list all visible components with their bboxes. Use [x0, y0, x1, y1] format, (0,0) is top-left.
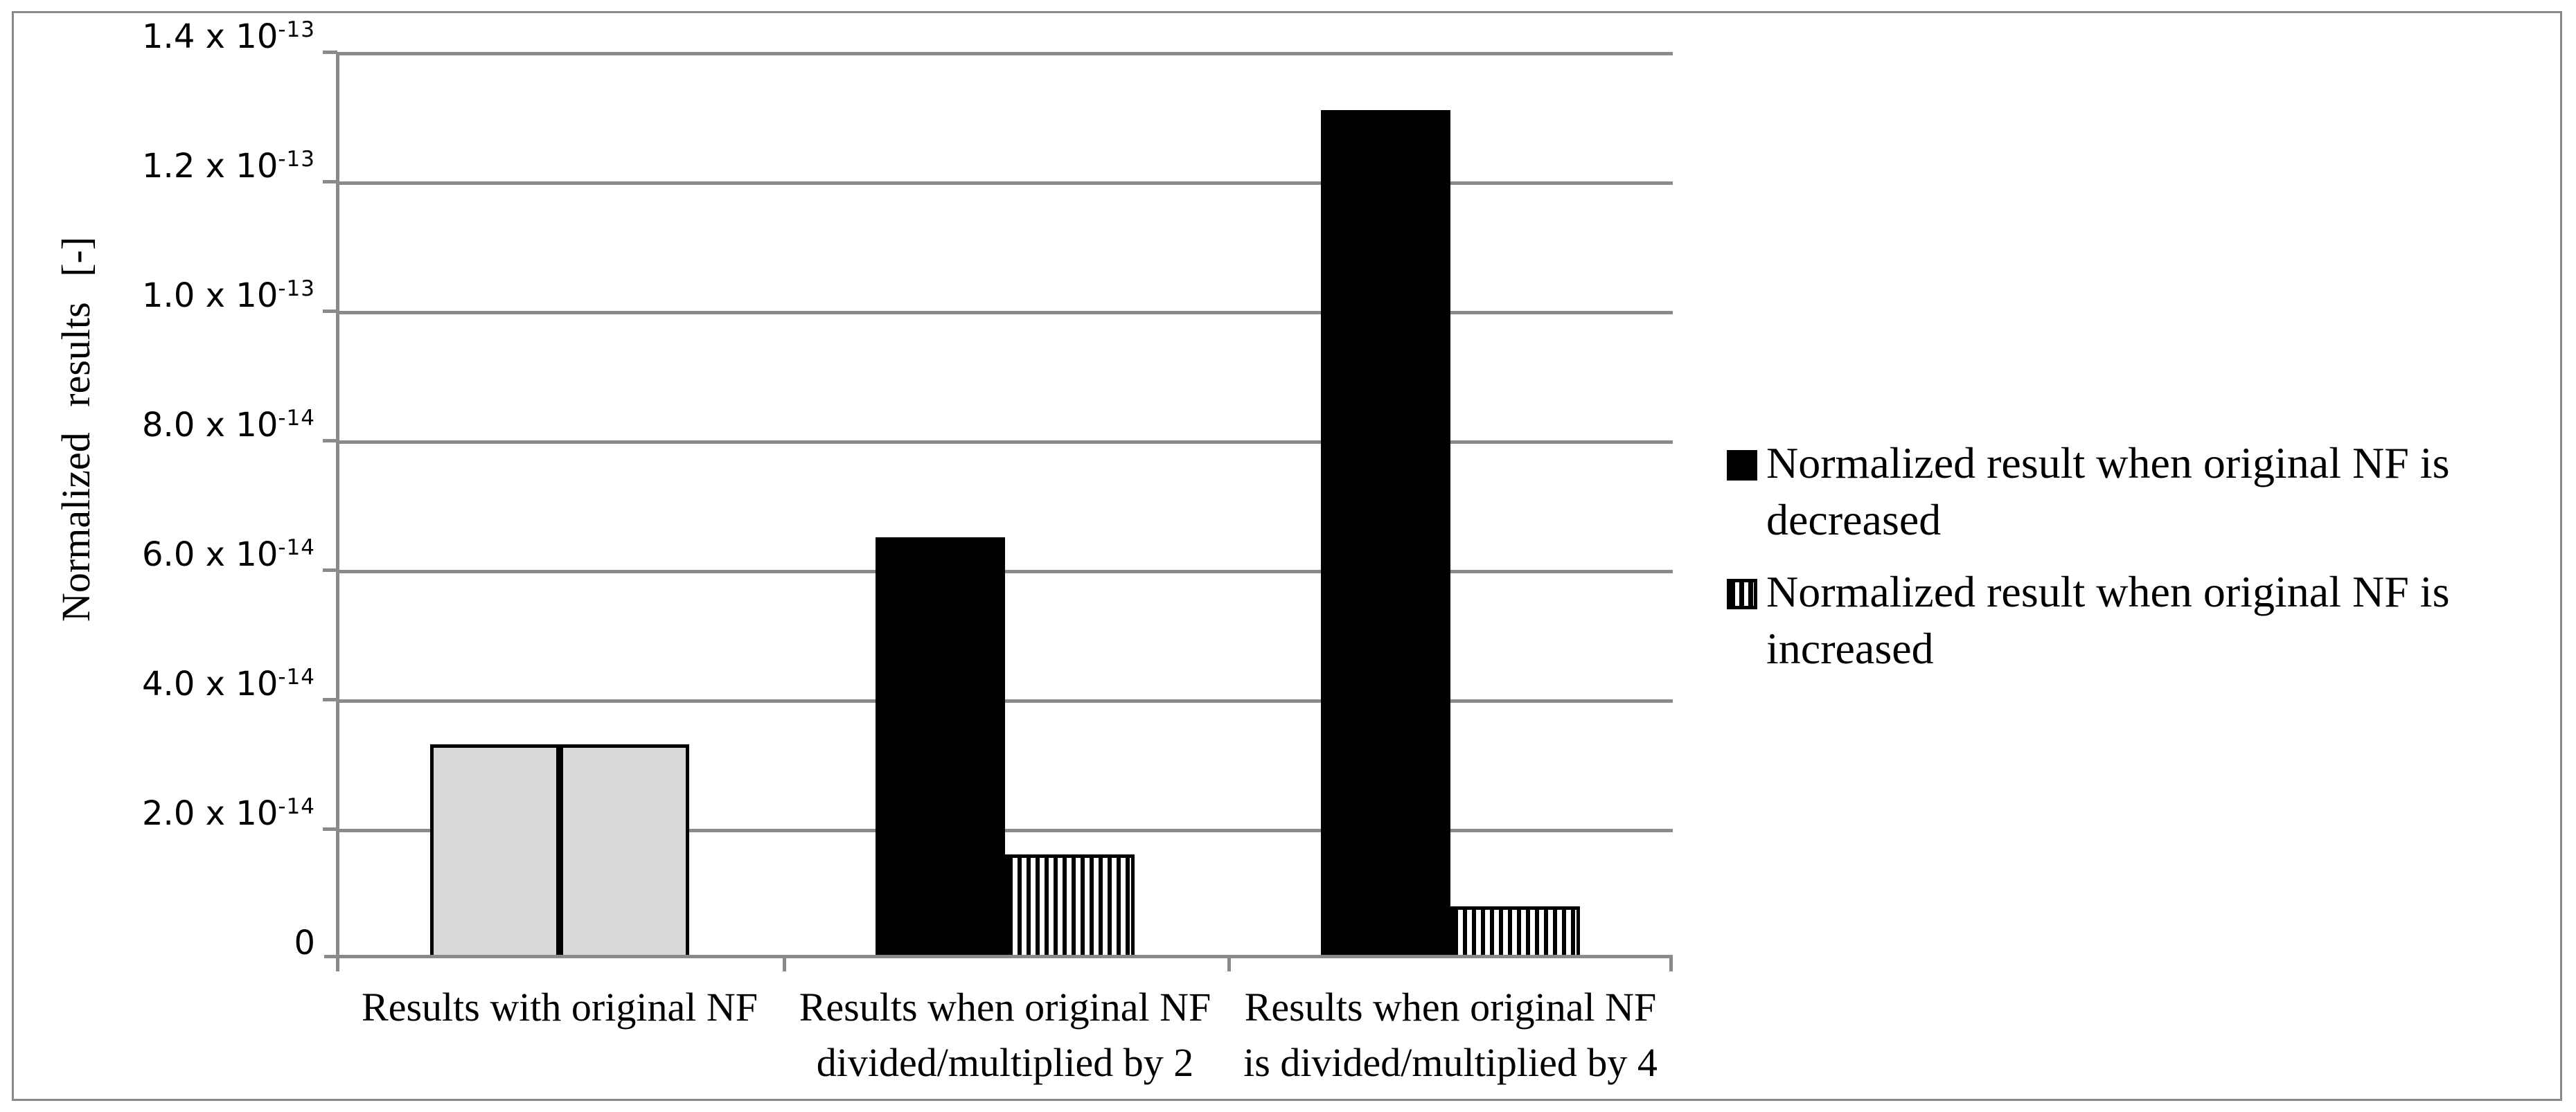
y-tick-value: 6.0 x 10	[142, 535, 278, 574]
y-tick-value: 1.4 x 10	[142, 17, 278, 56]
y-tick-value: 1.0 x 10	[142, 276, 278, 315]
x-axis-line	[324, 955, 1673, 958]
gridline	[337, 440, 1673, 444]
y-tick-exponent: -13	[278, 147, 315, 172]
y-tick-exponent: -14	[278, 665, 315, 690]
y-tick-exponent: -13	[278, 17, 315, 42]
y-tick-label: 1.4 x 10-13	[62, 10, 315, 63]
bar-div4-increased	[1450, 906, 1580, 958]
legend-label-line: Normalized result when original NF is	[1766, 567, 2450, 616]
legend-label: Normalized result when original NF is de…	[1766, 435, 2556, 548]
y-tick-value: 4.0 x 10	[142, 665, 278, 703]
bar-original-nf-decreased	[430, 744, 560, 958]
bar-div4-decreased	[1321, 110, 1450, 958]
y-tick-label: 2.0 x 10-14	[62, 787, 315, 840]
gridline	[337, 311, 1673, 314]
y-tick-value: 1.2 x 10	[142, 147, 278, 186]
legend-label: Normalized result when original NF is in…	[1766, 564, 2556, 677]
legend-swatch-striped-icon	[1727, 579, 1757, 609]
y-axis-tick	[323, 51, 337, 54]
y-tick-label: 1.0 x 10-13	[62, 269, 315, 322]
y-axis-line	[336, 52, 339, 971]
y-tick-value: 8.0 x 10	[142, 406, 278, 445]
legend-entry-increased: Normalized result when original NF is in…	[1727, 564, 2556, 677]
bar-original-nf-increased	[560, 744, 689, 958]
x-category-label-original: Results with original NF	[331, 980, 788, 1035]
legend: Normalized result when original NF is de…	[1727, 435, 2556, 692]
bar-div2-increased	[1005, 854, 1135, 958]
y-tick-value: 0	[294, 924, 315, 962]
x-axis-tick	[1669, 955, 1673, 971]
legend-label-line: Normalized result when original NF is	[1766, 438, 2450, 487]
y-axis-tick	[323, 698, 337, 701]
y-axis-tick	[323, 827, 337, 831]
legend-label-line: decreased	[1766, 495, 1942, 544]
legend-label-line: increased	[1766, 624, 1934, 673]
x-category-label-div2: Results when original NF divided/multipl…	[776, 980, 1234, 1091]
gridline	[337, 829, 1673, 832]
y-tick-label: 4.0 x 10-14	[62, 658, 315, 710]
gridline	[337, 181, 1673, 185]
gridline	[337, 52, 1673, 55]
gridline	[337, 699, 1673, 703]
legend-swatch-black-icon	[1727, 450, 1757, 481]
y-tick-exponent: -13	[278, 276, 315, 301]
y-axis-tick	[323, 439, 337, 442]
y-axis-tick	[323, 310, 337, 313]
x-axis-tick	[1227, 955, 1231, 971]
y-tick-exponent: -14	[278, 535, 315, 560]
y-tick-label: 0	[62, 917, 315, 969]
category-label-line: is divided/multiplied by 4	[1243, 1040, 1658, 1085]
y-tick-exponent: -14	[278, 794, 315, 819]
category-label-line: Results with original NF	[362, 985, 758, 1030]
x-category-label-div4: Results when original NF is divided/mult…	[1222, 980, 1679, 1091]
category-label-line: divided/multiplied by 2	[816, 1040, 1194, 1085]
legend-entry-decreased: Normalized result when original NF is de…	[1727, 435, 2556, 548]
category-label-line: Results when original NF	[1244, 985, 1657, 1030]
bar-div2-decreased	[876, 537, 1005, 958]
y-axis-tick	[323, 180, 337, 183]
y-tick-value: 2.0 x 10	[142, 794, 278, 833]
plot-area	[323, 51, 1673, 971]
gridline	[337, 570, 1673, 573]
y-tick-label: 1.2 x 10-13	[62, 140, 315, 192]
y-axis-tick	[323, 568, 337, 572]
y-tick-exponent: -14	[278, 406, 315, 431]
y-tick-label: 8.0 x 10-14	[62, 399, 315, 451]
x-axis-tick	[783, 955, 786, 971]
category-label-line: Results when original NF	[799, 985, 1211, 1030]
y-tick-label: 6.0 x 10-14	[62, 528, 315, 581]
